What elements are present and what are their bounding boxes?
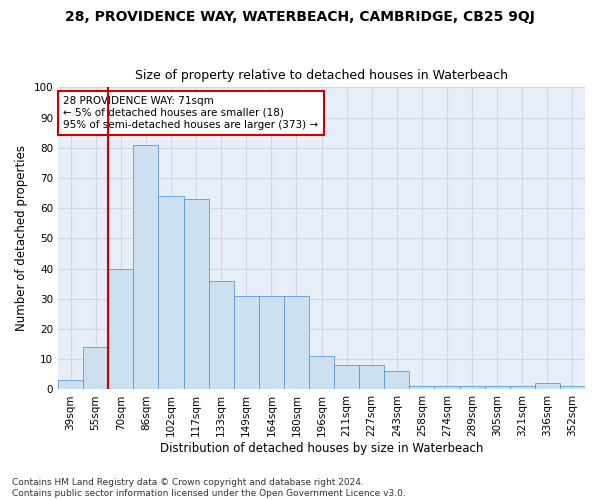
Bar <box>184 199 209 390</box>
Bar <box>309 356 334 390</box>
X-axis label: Distribution of detached houses by size in Waterbeach: Distribution of detached houses by size … <box>160 442 483 455</box>
Bar <box>409 386 434 390</box>
Bar <box>334 366 359 390</box>
Text: Contains HM Land Registry data © Crown copyright and database right 2024.
Contai: Contains HM Land Registry data © Crown c… <box>12 478 406 498</box>
Bar <box>209 280 233 390</box>
Bar <box>460 386 485 390</box>
Bar <box>359 366 384 390</box>
Title: Size of property relative to detached houses in Waterbeach: Size of property relative to detached ho… <box>135 69 508 82</box>
Bar <box>259 296 284 390</box>
Text: 28 PROVIDENCE WAY: 71sqm
← 5% of detached houses are smaller (18)
95% of semi-de: 28 PROVIDENCE WAY: 71sqm ← 5% of detache… <box>64 96 319 130</box>
Bar <box>58 380 83 390</box>
Bar <box>510 386 535 390</box>
Bar <box>233 296 259 390</box>
Bar <box>83 347 108 390</box>
Y-axis label: Number of detached properties: Number of detached properties <box>15 146 28 332</box>
Bar <box>560 386 585 390</box>
Bar <box>485 386 510 390</box>
Text: 28, PROVIDENCE WAY, WATERBEACH, CAMBRIDGE, CB25 9QJ: 28, PROVIDENCE WAY, WATERBEACH, CAMBRIDG… <box>65 10 535 24</box>
Bar <box>133 144 158 390</box>
Bar <box>284 296 309 390</box>
Bar <box>158 196 184 390</box>
Bar <box>108 268 133 390</box>
Bar <box>434 386 460 390</box>
Bar <box>384 372 409 390</box>
Bar <box>535 384 560 390</box>
